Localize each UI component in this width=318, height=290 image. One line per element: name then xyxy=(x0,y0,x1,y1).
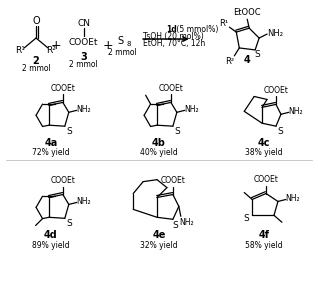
Text: R²: R² xyxy=(225,57,234,66)
Text: S: S xyxy=(66,127,72,136)
Text: +: + xyxy=(51,39,61,52)
Text: NH₂: NH₂ xyxy=(267,29,283,38)
Text: NH₂: NH₂ xyxy=(286,194,300,203)
Text: (5 mmol%): (5 mmol%) xyxy=(174,25,218,34)
Text: 89% yield: 89% yield xyxy=(32,240,70,249)
Text: 38% yield: 38% yield xyxy=(245,148,283,157)
Text: 4c: 4c xyxy=(258,138,270,148)
Text: O: O xyxy=(32,16,40,26)
Text: NH₂: NH₂ xyxy=(76,197,91,206)
Text: S: S xyxy=(172,221,178,230)
Text: 58% yield: 58% yield xyxy=(245,240,283,249)
Text: NH₂: NH₂ xyxy=(76,105,91,114)
Text: 40% yield: 40% yield xyxy=(140,148,178,157)
Text: 2 mmol: 2 mmol xyxy=(108,48,137,57)
Text: NH₂: NH₂ xyxy=(288,107,303,116)
Text: +: + xyxy=(102,39,113,52)
Text: 4e: 4e xyxy=(152,230,166,240)
Text: R²: R² xyxy=(46,46,56,55)
Text: R¹: R¹ xyxy=(15,46,25,55)
Text: 3: 3 xyxy=(80,52,87,62)
Text: S: S xyxy=(117,36,123,46)
Text: 4a: 4a xyxy=(44,138,58,148)
Text: COOEt: COOEt xyxy=(264,86,288,95)
Text: 2: 2 xyxy=(33,56,39,66)
Text: EtOOC: EtOOC xyxy=(233,8,261,17)
Text: 32% yield: 32% yield xyxy=(140,240,178,249)
Text: COOEt: COOEt xyxy=(69,39,98,48)
Text: 4f: 4f xyxy=(259,230,270,240)
Text: 4d: 4d xyxy=(44,230,58,240)
Text: 2 mmol: 2 mmol xyxy=(69,60,98,69)
Text: COOEt: COOEt xyxy=(51,176,75,185)
Text: COOEt: COOEt xyxy=(51,84,75,93)
Text: S: S xyxy=(243,214,249,223)
Text: S: S xyxy=(174,127,180,136)
Text: 4: 4 xyxy=(244,55,251,65)
Text: S: S xyxy=(254,50,260,59)
Text: EtOH, 70°C, 12h: EtOH, 70°C, 12h xyxy=(143,39,205,48)
Text: COOEt: COOEt xyxy=(254,175,279,184)
Text: TsOH (20 mol%): TsOH (20 mol%) xyxy=(143,32,204,41)
Text: 8: 8 xyxy=(126,41,131,47)
Text: 1d: 1d xyxy=(166,25,177,34)
Text: 2 mmol: 2 mmol xyxy=(22,64,51,73)
Text: NH₂: NH₂ xyxy=(184,105,199,114)
Text: NH₂: NH₂ xyxy=(179,218,194,227)
Text: COOEt: COOEt xyxy=(161,176,185,185)
Text: S: S xyxy=(66,219,72,228)
Text: S: S xyxy=(277,127,283,136)
Text: COOEt: COOEt xyxy=(158,84,183,93)
Text: CN: CN xyxy=(77,19,90,28)
Text: 4b: 4b xyxy=(152,138,166,148)
Text: 72% yield: 72% yield xyxy=(32,148,70,157)
Text: R¹: R¹ xyxy=(219,19,228,28)
